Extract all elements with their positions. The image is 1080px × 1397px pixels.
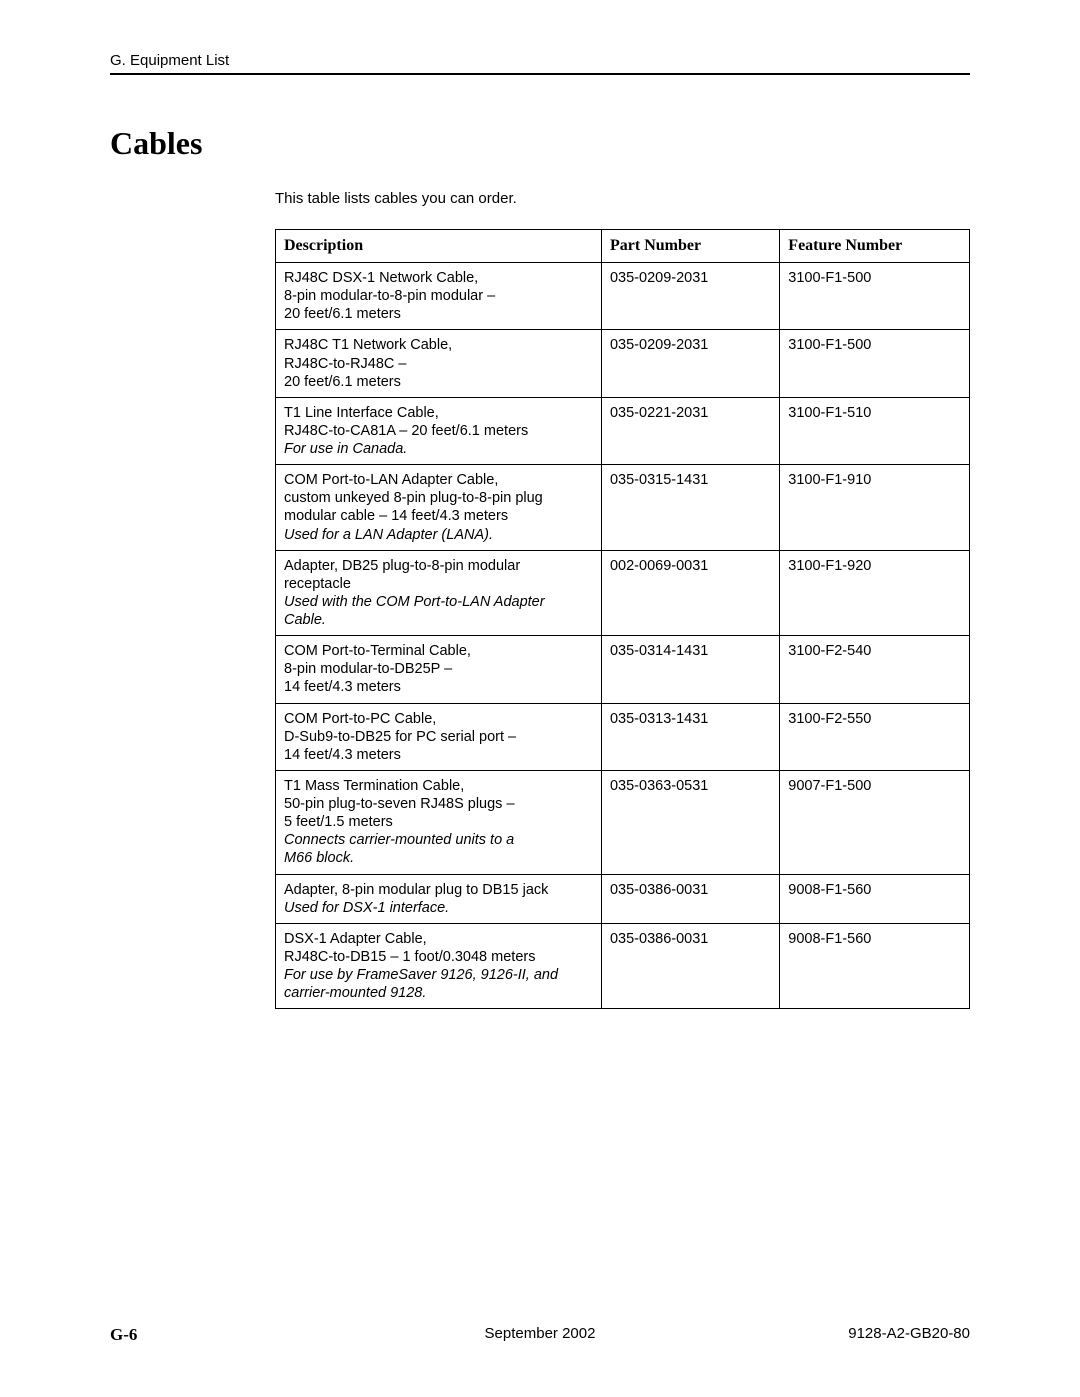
page-footer: September 2002 G-6 9128-A2-GB20-80 <box>110 1325 970 1345</box>
footer-date: September 2002 <box>110 1325 970 1342</box>
cables-table: Description Part Number Feature Number R… <box>275 229 970 1009</box>
cell-note: For use by FrameSaver 9126, 9126-II, and… <box>284 967 558 1001</box>
cell-part-number: 002-0069-0031 <box>601 550 779 636</box>
cell-feature-number: 3100-F1-510 <box>780 397 970 464</box>
cell-note: Used for DSX-1 interface. <box>284 900 449 916</box>
table-row: RJ48C DSX-1 Network Cable,8-pin modular-… <box>276 263 970 330</box>
page-title: Cables <box>110 125 970 162</box>
cell-part-number: 035-0386-0031 <box>601 923 779 1009</box>
cell-part-number: 035-0315-1431 <box>601 465 779 551</box>
cell-part-number: 035-0209-2031 <box>601 330 779 397</box>
cell-feature-number: 9008-F1-560 <box>780 874 970 923</box>
cell-part-number: 035-0363-0531 <box>601 770 779 874</box>
running-head: G. Equipment List <box>110 52 970 69</box>
cell-description: RJ48C T1 Network Cable,RJ48C-to-RJ48C –2… <box>276 330 602 397</box>
table-row: Adapter, 8-pin modular plug to DB15 jack… <box>276 874 970 923</box>
cell-description: Adapter, DB25 plug-to-8-pin modularrecep… <box>276 550 602 636</box>
cell-description: COM Port-to-PC Cable,D-Sub9-to-DB25 for … <box>276 703 602 770</box>
table-row: COM Port-to-Terminal Cable,8-pin modular… <box>276 636 970 703</box>
cell-note: Used for a LAN Adapter (LANA). <box>284 527 493 543</box>
cell-feature-number: 3100-F1-910 <box>780 465 970 551</box>
table-row: COM Port-to-PC Cable,D-Sub9-to-DB25 for … <box>276 703 970 770</box>
col-feature-number: Feature Number <box>780 230 970 263</box>
table-row: Adapter, DB25 plug-to-8-pin modularrecep… <box>276 550 970 636</box>
cell-part-number: 035-0386-0031 <box>601 874 779 923</box>
cell-note: Used with the COM Port-to-LAN AdapterCab… <box>284 594 545 628</box>
header-rule <box>110 73 970 75</box>
cell-description: COM Port-to-LAN Adapter Cable,custom unk… <box>276 465 602 551</box>
table-body: RJ48C DSX-1 Network Cable,8-pin modular-… <box>276 263 970 1009</box>
table-row: COM Port-to-LAN Adapter Cable,custom unk… <box>276 465 970 551</box>
col-part-number: Part Number <box>601 230 779 263</box>
cell-feature-number: 3100-F1-500 <box>780 263 970 330</box>
cell-feature-number: 3100-F2-550 <box>780 703 970 770</box>
intro-text: This table lists cables you can order. <box>275 190 970 207</box>
cell-feature-number: 3100-F1-920 <box>780 550 970 636</box>
cell-note: Connects carrier-mounted units to aM66 b… <box>284 832 514 866</box>
cell-part-number: 035-0313-1431 <box>601 703 779 770</box>
table-row: DSX-1 Adapter Cable,RJ48C-to-DB15 – 1 fo… <box>276 923 970 1009</box>
cell-part-number: 035-0221-2031 <box>601 397 779 464</box>
cell-description: COM Port-to-Terminal Cable,8-pin modular… <box>276 636 602 703</box>
cell-description: DSX-1 Adapter Cable,RJ48C-to-DB15 – 1 fo… <box>276 923 602 1009</box>
cell-description: RJ48C DSX-1 Network Cable,8-pin modular-… <box>276 263 602 330</box>
page: G. Equipment List Cables This table list… <box>0 0 1080 1397</box>
cell-part-number: 035-0209-2031 <box>601 263 779 330</box>
table-row: RJ48C T1 Network Cable,RJ48C-to-RJ48C –2… <box>276 330 970 397</box>
cell-feature-number: 3100-F2-540 <box>780 636 970 703</box>
cell-description: T1 Line Interface Cable,RJ48C-to-CA81A –… <box>276 397 602 464</box>
col-description: Description <box>276 230 602 263</box>
cell-feature-number: 3100-F1-500 <box>780 330 970 397</box>
cell-note: For use in Canada. <box>284 441 407 457</box>
cell-description: Adapter, 8-pin modular plug to DB15 jack… <box>276 874 602 923</box>
table-row: T1 Mass Termination Cable,50-pin plug-to… <box>276 770 970 874</box>
table-row: T1 Line Interface Cable,RJ48C-to-CA81A –… <box>276 397 970 464</box>
table-header-row: Description Part Number Feature Number <box>276 230 970 263</box>
cell-feature-number: 9007-F1-500 <box>780 770 970 874</box>
cell-part-number: 035-0314-1431 <box>601 636 779 703</box>
cell-description: T1 Mass Termination Cable,50-pin plug-to… <box>276 770 602 874</box>
cell-feature-number: 9008-F1-560 <box>780 923 970 1009</box>
